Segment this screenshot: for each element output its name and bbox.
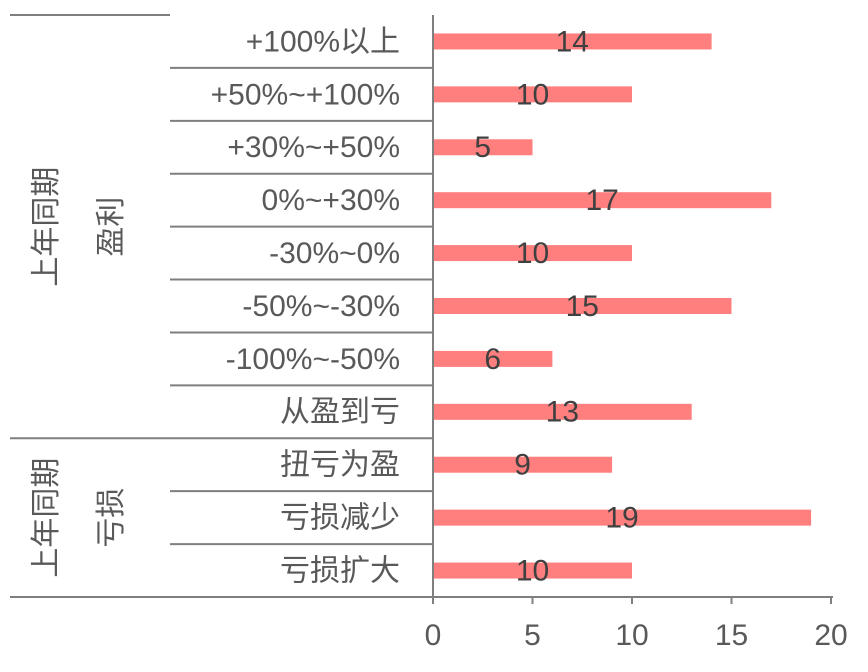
data-label: 10 [516, 237, 549, 270]
y-tick-label: 亏损减少 [280, 502, 400, 535]
data-label: 17 [585, 184, 618, 217]
y-tick-label: 扭亏为盈 [280, 449, 400, 482]
group-label: 盈利 [95, 197, 128, 257]
y-tick-label: 0%~+30% [262, 184, 400, 217]
y-tick-label: 从盈到亏 [280, 396, 400, 429]
data-label: 15 [566, 290, 599, 323]
data-label: 5 [474, 131, 491, 164]
x-tick-label: 0 [425, 619, 442, 652]
y-tick-label: +30%~+50% [227, 131, 400, 164]
y-tick-label: 亏损扩大 [280, 554, 400, 587]
data-label: 9 [514, 449, 531, 482]
bar [433, 86, 632, 103]
y-tick-label: -50%~-30% [242, 290, 400, 323]
y-tick-label: -30%~0% [269, 237, 400, 270]
bar [433, 33, 712, 50]
x-tick-label: 15 [715, 619, 748, 652]
data-label: 6 [484, 343, 501, 376]
group-label: 上年同期 [30, 458, 63, 578]
bar [433, 350, 553, 367]
data-label: 10 [516, 78, 549, 111]
data-label: 10 [516, 554, 549, 587]
data-label: 13 [546, 396, 579, 429]
x-tick-label: 10 [615, 619, 648, 652]
bar [433, 509, 812, 526]
x-tick-label: 5 [524, 619, 541, 652]
bar [433, 562, 632, 579]
y-tick-label: +50%~+100% [211, 78, 400, 111]
data-label: 19 [605, 502, 638, 535]
y-tick-label: +100%以上 [246, 25, 400, 58]
group-label: 亏损 [95, 488, 128, 548]
bar [433, 139, 533, 156]
y-tick-label: -100%~-50% [226, 343, 400, 376]
bar [433, 298, 732, 314]
bar [433, 192, 772, 209]
data-label: 14 [556, 25, 589, 58]
bar [433, 456, 613, 473]
bar [433, 403, 692, 420]
group-label: 上年同期 [30, 167, 63, 287]
bar [433, 245, 632, 262]
x-tick-label: 20 [814, 619, 847, 652]
